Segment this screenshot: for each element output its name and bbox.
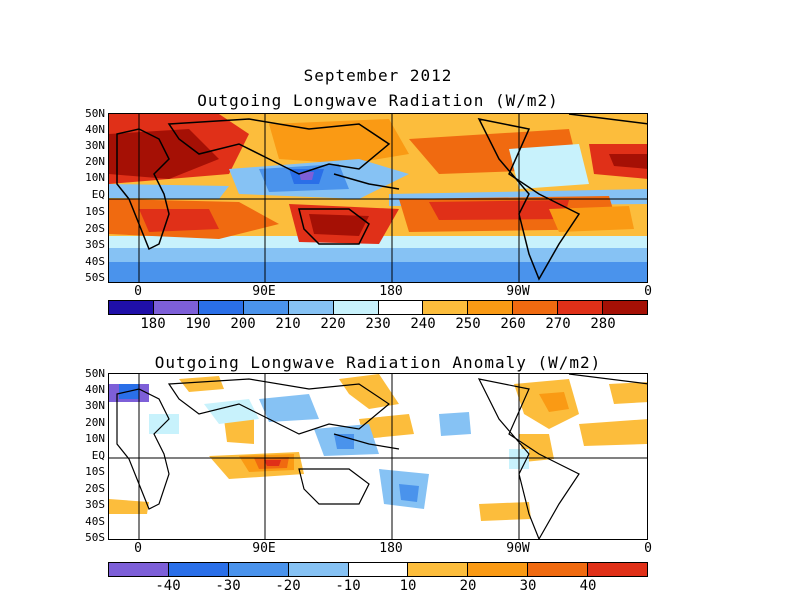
lat-label: 40N (85, 123, 105, 136)
colorbar-swatch (558, 301, 604, 314)
colorbar-swatch (109, 301, 154, 314)
colorbar-label: 250 (455, 316, 481, 332)
lat-label: 20S (85, 482, 105, 495)
colorbar-swatch (168, 563, 229, 576)
colorbar-swatch (423, 301, 469, 314)
lat-label: 50S (85, 531, 105, 544)
colorbar-swatch (468, 301, 514, 314)
lat-label: 40S (85, 255, 105, 268)
lat-label: 40N (85, 383, 105, 396)
lat-label: EQ (91, 188, 105, 201)
colorbar-swatch (378, 301, 424, 314)
lat-label: 50N (85, 367, 105, 380)
lat-label: 30S (85, 498, 105, 511)
colorbar-swatch (588, 563, 648, 576)
colorbar-swatch (153, 301, 199, 314)
lon-label: 0 (644, 284, 652, 299)
top-map-title: Outgoing Longwave Radiation (W/m2) (197, 91, 559, 110)
colorbar-swatch (603, 301, 648, 314)
lon-label: 180 (379, 541, 403, 556)
lat-label: 20N (85, 155, 105, 168)
lat-label: 50S (85, 271, 105, 284)
lon-label: 180 (379, 284, 403, 299)
colorbar-swatch (528, 563, 589, 576)
lat-label: 10N (85, 171, 105, 184)
olr-anomaly-map (108, 373, 648, 540)
colorbar-label: 260 (500, 316, 526, 332)
olr-map (108, 113, 648, 283)
colorbar-label: -40 (155, 578, 181, 594)
lat-label: 10N (85, 432, 105, 445)
lat-label: EQ (91, 449, 105, 462)
lon-label: 90E (252, 284, 276, 299)
colorbar-swatch (333, 301, 379, 314)
colorbar-label: 220 (320, 316, 346, 332)
colorbar-swatch (228, 563, 289, 576)
lat-label: 20S (85, 222, 105, 235)
lon-label: 90W (506, 541, 530, 556)
colorbar-label: -20 (275, 578, 301, 594)
lat-label: 10S (85, 465, 105, 478)
colorbar-swatch (109, 563, 169, 576)
colorbar-swatch (288, 563, 349, 576)
colorbar-label: 210 (275, 316, 301, 332)
lat-label: 30N (85, 139, 105, 152)
colorbar-swatch (513, 301, 559, 314)
colorbar-label: 190 (185, 316, 211, 332)
lat-label: 20N (85, 416, 105, 429)
colorbar-label: -10 (335, 578, 361, 594)
lon-label: 90W (506, 284, 530, 299)
colorbar-swatch (198, 301, 244, 314)
colorbar-swatch (243, 301, 289, 314)
colorbar-label: 230 (365, 316, 391, 332)
olr-map-field (109, 114, 647, 282)
colorbar-swatch (288, 301, 334, 314)
colorbar-label: 180 (140, 316, 166, 332)
colorbar-label: 270 (545, 316, 571, 332)
lat-label: 40S (85, 515, 105, 528)
olr-colorbar (108, 300, 648, 315)
lat-label: 30N (85, 399, 105, 412)
colorbar-label: 280 (590, 316, 616, 332)
anomaly-colorbar (108, 562, 648, 577)
anomaly-map-title: Outgoing Longwave Radiation Anomaly (W/m… (154, 353, 602, 372)
lon-label: 0 (134, 284, 142, 299)
lon-label: 0 (644, 541, 652, 556)
colorbar-swatch (468, 563, 529, 576)
colorbar-label: 30 (519, 578, 537, 594)
lat-label: 50N (85, 107, 105, 120)
colorbar-label: 20 (459, 578, 477, 594)
colorbar-label: 10 (399, 578, 417, 594)
colorbar-label: 200 (230, 316, 256, 332)
figure-title-date: September 2012 (303, 66, 453, 85)
colorbar-label: 40 (579, 578, 597, 594)
colorbar-label: 240 (410, 316, 436, 332)
lat-label: 30S (85, 238, 105, 251)
lon-label: 0 (134, 541, 142, 556)
colorbar-swatch (408, 563, 469, 576)
lon-label: 90E (252, 541, 276, 556)
olr-anomaly-map-field (109, 374, 647, 539)
colorbar-swatch (348, 563, 409, 576)
colorbar-label: -30 (215, 578, 241, 594)
lat-label: 10S (85, 205, 105, 218)
